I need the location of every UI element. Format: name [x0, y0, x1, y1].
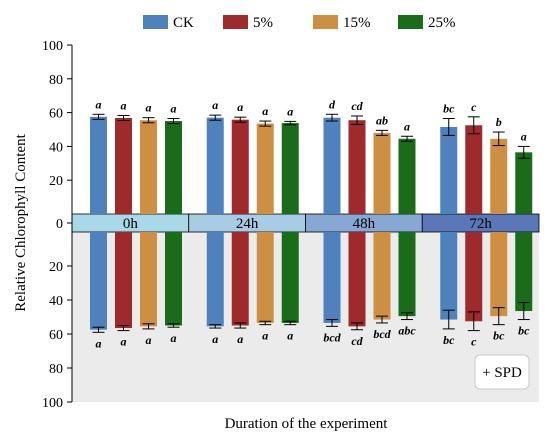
significance-label: a — [121, 98, 127, 112]
significance-label: bcd — [323, 330, 341, 344]
bar-top — [440, 126, 458, 214]
bar-top — [165, 121, 182, 214]
category-label: 48h — [353, 216, 376, 232]
bar-top — [373, 132, 391, 214]
x-axis-label: Duration of the experiment — [225, 416, 389, 432]
significance-label: a — [287, 329, 293, 343]
y-tick-label: 40 — [49, 294, 63, 309]
legend-label-3: 25% — [428, 15, 456, 31]
category-label: 24h — [236, 216, 259, 232]
bar-bottom — [140, 232, 157, 327]
y-tick-label: 80 — [49, 362, 63, 377]
bars: aaaaaaaaaaaaaaaadbcdcdcdabbcdaabcbcbcccb… — [90, 97, 533, 350]
bar-bottom — [465, 232, 483, 322]
significance-label: bc — [443, 333, 455, 347]
significance-label: a — [237, 100, 243, 114]
bar-bottom — [281, 232, 299, 323]
legend: CK 5% 15% 25% — [143, 15, 456, 31]
legend-swatch-3 — [398, 15, 423, 29]
significance-label: a — [287, 104, 293, 118]
spd-annotation-box — [474, 354, 530, 390]
category-label: 0h — [123, 216, 139, 232]
significance-label: a — [96, 97, 102, 111]
significance-label: a — [146, 333, 152, 347]
bar-bottom — [440, 232, 458, 320]
y-axis-label: Relative Chlorophyll Content — [13, 133, 29, 311]
bar-top — [231, 119, 249, 214]
legend-label-0: CK — [173, 15, 194, 31]
y-axis: 100 80 60 40 20 0 20 40 60 80 100 — [42, 39, 73, 411]
bar-bottom — [90, 232, 107, 330]
y-tick-label: 60 — [49, 107, 63, 122]
legend-swatch-0 — [143, 15, 168, 29]
bar-top — [281, 123, 299, 214]
significance-label: a — [521, 129, 527, 143]
bar-top — [465, 125, 483, 214]
legend-label-1: 5% — [253, 15, 273, 31]
bar-top — [90, 116, 107, 214]
bar-bottom — [323, 232, 341, 323]
significance-label: a — [404, 119, 410, 133]
legend-label-2: 15% — [343, 15, 371, 31]
significance-label: ab — [376, 113, 388, 127]
bar-top — [140, 120, 157, 214]
bar-top — [490, 138, 508, 214]
bar-bottom — [165, 232, 182, 326]
y-tick-label: 0 — [56, 217, 63, 232]
significance-label: a — [146, 101, 152, 115]
significance-label: a — [237, 332, 243, 346]
y-tick-label: 80 — [49, 73, 63, 88]
category-label: 72h — [469, 216, 492, 232]
significance-label: bcd — [373, 327, 391, 341]
significance-label: c — [471, 100, 477, 114]
significance-label: b — [496, 115, 502, 129]
significance-label: a — [96, 336, 102, 350]
significance-label: abc — [398, 324, 416, 338]
significance-label: d — [329, 97, 336, 111]
spd-annotation-text: + SPD — [482, 365, 522, 381]
y-tick-label: 20 — [49, 174, 63, 189]
significance-label: a — [171, 102, 177, 116]
significance-label: c — [471, 335, 477, 349]
bar-top — [348, 120, 366, 214]
significance-label: a — [121, 335, 127, 349]
bar-bottom — [515, 232, 533, 312]
significance-label: bc — [493, 329, 505, 343]
bar-top — [398, 138, 416, 214]
significance-label: a — [262, 104, 268, 118]
bar-bottom — [206, 232, 224, 327]
bar-top — [206, 117, 224, 214]
legend-swatch-2 — [313, 15, 338, 29]
significance-label: a — [171, 331, 177, 345]
bar-top — [115, 118, 132, 214]
y-tick-label: 100 — [42, 396, 63, 411]
significance-label: bc — [443, 102, 455, 116]
significance-label: a — [212, 98, 218, 112]
bar-bottom — [256, 232, 274, 323]
y-tick-label: 100 — [42, 39, 63, 54]
bar-bottom — [231, 232, 249, 326]
y-tick-label: 40 — [49, 140, 63, 155]
bar-bottom — [490, 232, 508, 317]
significance-label: bc — [518, 324, 530, 338]
bar-top — [256, 123, 274, 214]
y-tick-label: 20 — [49, 260, 63, 275]
time-bands: 0h 24h 48h 72h — [71, 213, 540, 233]
bar-bottom — [398, 232, 416, 317]
bar-top — [323, 117, 341, 214]
bar-bottom — [373, 232, 391, 320]
significance-label: a — [262, 329, 268, 343]
significance-label: cd — [351, 99, 363, 113]
spd-annotation: + SPD — [474, 354, 530, 390]
bar-top — [515, 152, 533, 214]
significance-label: a — [212, 332, 218, 346]
significance-label: cd — [351, 334, 363, 348]
bar-bottom — [115, 232, 132, 329]
y-tick-label: 60 — [49, 328, 63, 343]
bar-bottom — [348, 232, 366, 327]
legend-swatch-1 — [223, 15, 248, 29]
